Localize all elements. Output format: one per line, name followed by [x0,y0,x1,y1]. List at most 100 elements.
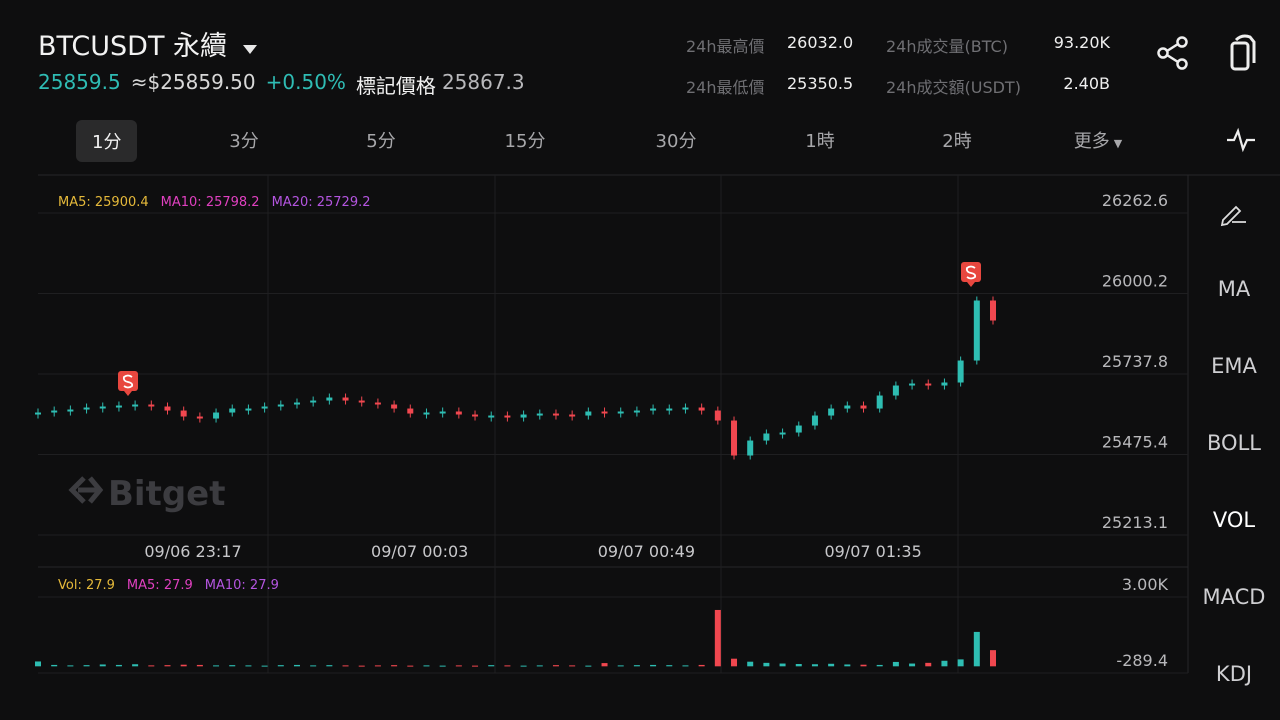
sell-marker-tip [967,282,975,287]
volume-bar [747,661,754,667]
indicator-legend: MA5: 27.9 [127,578,193,593]
indicator-button[interactable]: EMA [1211,354,1257,378]
candle [650,408,657,411]
indicator-button[interactable]: KDJ [1215,662,1253,686]
indicator-button[interactable]: BOLL [1207,431,1261,455]
timeframe-tab[interactable]: 1分 [76,120,138,162]
timeframe-tab[interactable]: 3分 [229,131,259,152]
candle [828,408,835,416]
more-arrow: ▼ [1113,137,1123,150]
indicator-icon[interactable] [1226,127,1256,153]
stat-label: 24h成交量(BTC) [886,37,1008,56]
candle [439,411,446,414]
timeframe-tab[interactable]: 30分 [655,131,697,152]
candle [358,400,365,403]
candle [763,433,770,441]
volume-bar [536,665,543,667]
volume-bar [326,665,333,667]
y-tick-label: 25475.4 [1102,433,1168,452]
indicator-button[interactable]: MACD [1202,585,1266,609]
volume-bar [310,665,317,667]
candle [67,409,74,412]
volume-bar [180,664,187,667]
candle [844,405,851,409]
y-tick-label: -289.4 [1116,651,1168,670]
candle [990,300,996,321]
candle [909,383,916,386]
watermark: Bitget [108,474,225,514]
stat-value: 26032.0 [787,33,854,52]
candle [455,411,462,415]
rotate-icon[interactable] [1228,33,1264,73]
volume-bar [552,665,559,667]
volume-bar [196,664,203,667]
y-tick-label: 3.00K [1122,575,1169,594]
candle [229,408,236,413]
x-tick-label: 09/06 23:17 [144,542,241,561]
volume-bar [504,665,511,667]
timeframe-tab[interactable]: 更多 ▼ [1073,131,1123,152]
volume-bar [358,665,365,667]
share-icon[interactable] [1155,35,1191,71]
candle [747,440,754,456]
change: +0.50% [265,70,346,94]
timeframe-tab[interactable]: 5分 [366,131,396,152]
volume-bar [714,609,721,667]
candle [633,410,640,413]
candle [180,410,187,417]
candle [876,395,883,409]
volume-bar [666,665,673,667]
volume-bar [439,665,446,667]
candle [731,420,738,456]
candle [488,415,495,418]
candle [520,414,527,418]
volume-bar [391,665,398,667]
volume-bar [148,665,155,667]
candle [83,407,90,410]
candle [472,414,479,417]
dropdown-icon [242,45,257,54]
symbol[interactable]: BTCUSDT 永續 [38,24,258,63]
volume-bar [990,650,996,667]
candle [51,410,58,413]
volume-bar [132,664,139,667]
volume-bar [277,665,284,667]
volume-bar [35,661,41,667]
sell-marker-bg [961,262,981,282]
volume-bar [698,664,705,667]
indicator-legend: MA20: 25729.2 [272,195,371,210]
volume-bar [763,662,770,667]
indicator-button[interactable]: MA [1217,277,1251,301]
symbol-text: BTCUSDT 永續 [38,31,228,62]
candle [682,407,689,410]
candle [293,402,300,405]
x-tick-label: 09/07 00:03 [371,542,468,561]
volume-bar [67,665,74,667]
usd-price: ≈$25859.50 [130,70,256,94]
volume-bar [245,665,252,667]
volume-bar [585,665,592,667]
candle [779,432,786,435]
timeframe-tab[interactable]: 2時 [942,131,972,152]
y-tick-label: 25737.8 [1102,352,1168,371]
candle [811,415,818,426]
y-tick-label: 26000.2 [1102,272,1168,291]
indicator-button[interactable]: VOL [1212,508,1256,532]
candle [391,404,398,409]
timeframe-tab[interactable]: 15分 [504,131,546,152]
price-row: 25859.5 ≈$25859.50 +0.50% 標記價格 25867.3 [38,70,525,99]
mark-label: 標記價格 [355,74,436,98]
candle [941,382,948,386]
candle [795,425,802,433]
sell-marker-glyph [122,374,134,389]
indicator-legend: MA10: 25798.2 [161,195,260,210]
volume-bar [569,665,576,667]
candle [666,408,673,411]
volume-bar [876,664,883,667]
timeframe-tab[interactable]: 1時 [805,131,835,152]
watermark-logo [68,476,104,504]
volume-bar [229,665,236,667]
volume-bar [213,665,220,667]
volume-bar [860,664,867,667]
